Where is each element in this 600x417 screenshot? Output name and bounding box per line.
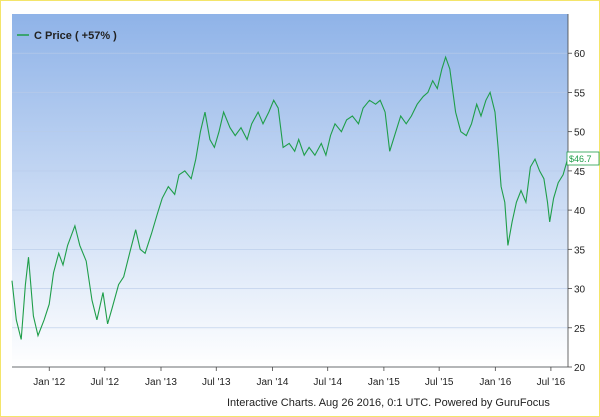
- y-tick-label: 45: [574, 167, 586, 178]
- x-axis: Jan '12 Jul '12 Jan '13 Jul '13 Jan '14 Jul '…: [12, 366, 568, 388]
- x-tick-label: Jan '15: [368, 377, 400, 388]
- series-line-c-price[interactable]: [11, 55, 569, 340]
- legend[interactable]: C Price ( +57% ): [17, 30, 117, 42]
- grid-lines: [12, 52, 568, 368]
- y-axis: 20 25 30 35 40 45 50 55 60: [567, 14, 586, 374]
- chart-credit: Interactive Charts. Aug 26 2016, 0:1 UTC…: [227, 397, 550, 409]
- y-tick-label: 55: [574, 88, 586, 99]
- x-tick-label: Jan '12: [33, 377, 65, 388]
- last-price-tag: $46.7: [566, 151, 600, 166]
- x-tick-label: Jan '14: [256, 377, 288, 388]
- y-tick-label: 40: [574, 206, 586, 217]
- x-tick-label: Jul '16: [537, 377, 566, 388]
- last-price-label: $46.7: [569, 154, 592, 164]
- plot-area: [12, 14, 568, 367]
- legend-label: C Price ( +57% ): [34, 30, 117, 42]
- y-tick-label: 20: [574, 363, 586, 374]
- y-tick-label: 35: [574, 245, 586, 256]
- x-tick-label: Jul '13: [202, 377, 231, 388]
- x-tick-label: Jul '12: [91, 377, 120, 388]
- y-tick-label: 60: [574, 49, 586, 60]
- last-price-box: [566, 151, 600, 166]
- x-tick-label: Jan '16: [479, 377, 511, 388]
- y-tick-label: 50: [574, 128, 586, 139]
- x-tick-label: Jul '15: [425, 377, 454, 388]
- y-tick-label: 30: [574, 285, 586, 296]
- x-tick-label: Jan '13: [145, 377, 177, 388]
- y-tick-label: 25: [574, 324, 586, 335]
- x-tick-label: Jul '14: [313, 377, 342, 388]
